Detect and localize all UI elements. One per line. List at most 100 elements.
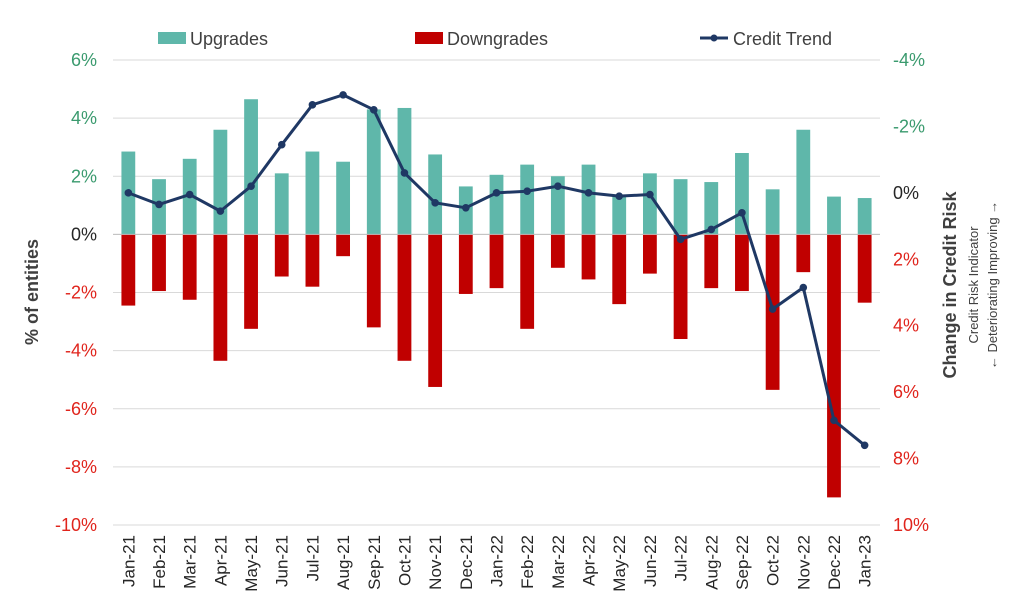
bar-upgrades bbox=[428, 154, 443, 235]
credit-trend-point bbox=[860, 441, 869, 450]
bar-downgrades bbox=[857, 234, 872, 303]
x-tick-label: Jan-21 bbox=[119, 535, 138, 587]
x-tick-label: Oct-22 bbox=[764, 535, 783, 586]
bar-downgrades bbox=[366, 234, 381, 328]
credit-trend-point bbox=[247, 182, 255, 191]
bar-downgrades bbox=[612, 234, 627, 305]
bar-downgrades bbox=[428, 234, 443, 387]
bar-upgrades bbox=[612, 195, 627, 235]
credit-trend-point bbox=[830, 416, 838, 425]
bar-upgrades bbox=[213, 129, 228, 235]
bar-series bbox=[113, 99, 880, 498]
bar-upgrades bbox=[704, 182, 719, 235]
y2-tick-label: -4% bbox=[893, 50, 925, 70]
x-tick-label: Apr-21 bbox=[211, 535, 230, 586]
bar-upgrades bbox=[336, 161, 351, 235]
bar-upgrades bbox=[550, 176, 565, 235]
bar-downgrades bbox=[213, 234, 228, 361]
x-tick-label: Jan-22 bbox=[488, 535, 507, 587]
bar-upgrades bbox=[857, 198, 872, 235]
x-tick-label: Feb-22 bbox=[518, 535, 537, 589]
x-tick-label: Sep-22 bbox=[733, 535, 752, 590]
credit-trend-point bbox=[738, 208, 746, 217]
credit-trend-point bbox=[799, 283, 808, 292]
x-tick-label: Mar-22 bbox=[549, 535, 568, 589]
x-axis-ticks: Jan-21 Feb-21 Mar-21 Apr-21 May-21 Jun-21 Jul-… bbox=[119, 535, 874, 592]
x-tick-label: Jun-21 bbox=[273, 535, 292, 587]
credit-trend-point bbox=[400, 169, 409, 177]
y-tick-label: -10% bbox=[55, 515, 97, 535]
bar-upgrades bbox=[274, 173, 289, 235]
y2-tick-label: 0% bbox=[893, 183, 919, 203]
left-axis-ticks: 6% 4% 2% 0% -2% -4% -6% -8% -10% bbox=[55, 50, 97, 535]
gridlines bbox=[113, 59, 880, 526]
y2-tick-label: 6% bbox=[893, 382, 919, 402]
legend-swatch-upgrades bbox=[158, 32, 186, 44]
y2-axis-subtitle-1: Credit Risk Indicator bbox=[966, 226, 981, 344]
bar-downgrades bbox=[489, 234, 504, 289]
bar-upgrades bbox=[489, 174, 504, 235]
x-tick-label: May-21 bbox=[242, 535, 261, 592]
credit-trend-point bbox=[124, 189, 133, 197]
bar-downgrades bbox=[336, 234, 351, 257]
y-tick-label: 4% bbox=[71, 108, 97, 128]
y2-axis-subtitle-2: ← Deteriorating Improving → bbox=[985, 201, 1000, 369]
bar-upgrades bbox=[673, 179, 688, 235]
x-tick-label: Feb-21 bbox=[150, 535, 169, 589]
bar-downgrades bbox=[642, 234, 657, 274]
bar-downgrades bbox=[827, 234, 841, 498]
x-tick-label: Sep-21 bbox=[365, 535, 384, 590]
bar-upgrades bbox=[765, 189, 780, 235]
credit-trend-point bbox=[584, 189, 593, 197]
bar-downgrades bbox=[796, 234, 811, 273]
y2-tick-label: 10% bbox=[893, 515, 929, 535]
bar-upgrades bbox=[244, 99, 258, 235]
legend-label-upgrades: Upgrades bbox=[190, 29, 268, 49]
y-tick-label: 0% bbox=[71, 224, 97, 244]
legend-marker-credit-trend bbox=[710, 34, 718, 42]
credit-trend-point bbox=[554, 182, 562, 191]
bar-downgrades bbox=[735, 234, 749, 292]
y-tick-label: -6% bbox=[65, 399, 97, 419]
bar-downgrades bbox=[397, 234, 412, 361]
credit-trend-point bbox=[523, 187, 531, 195]
y-tick-label: -4% bbox=[65, 341, 97, 361]
bar-downgrades bbox=[152, 234, 166, 292]
x-tick-label: Nov-22 bbox=[794, 535, 813, 590]
credit-trend-point bbox=[492, 189, 501, 197]
credit-trend-point bbox=[462, 204, 470, 212]
x-tick-label: Oct-21 bbox=[395, 535, 414, 586]
credit-trend-point bbox=[676, 235, 685, 244]
credit-trend-point bbox=[155, 200, 163, 209]
y2-tick-label: 4% bbox=[893, 316, 919, 336]
credit-trend-point bbox=[646, 190, 654, 199]
y2-tick-label: 2% bbox=[893, 249, 919, 269]
x-tick-label: May-22 bbox=[610, 535, 629, 592]
bar-upgrades bbox=[366, 109, 381, 235]
x-tick-label: Aug-21 bbox=[334, 535, 353, 590]
bar-upgrades bbox=[642, 173, 657, 235]
y-tick-label: 6% bbox=[71, 50, 97, 70]
bar-downgrades bbox=[305, 234, 320, 287]
legend-label-downgrades: Downgrades bbox=[447, 29, 548, 49]
bar-upgrades bbox=[305, 151, 320, 235]
y-tick-label: -8% bbox=[65, 457, 97, 477]
x-tick-label: Jul-22 bbox=[672, 535, 691, 581]
y2-tick-label: 8% bbox=[893, 449, 919, 469]
bar-upgrades bbox=[735, 153, 749, 235]
y-axis-title: % of entities bbox=[22, 239, 42, 345]
credit-trend-point bbox=[308, 101, 317, 109]
x-tick-label: Dec-21 bbox=[457, 535, 476, 590]
y-tick-label: 2% bbox=[71, 166, 97, 186]
bar-downgrades bbox=[704, 234, 719, 289]
credit-trend-point bbox=[615, 192, 624, 200]
bar-downgrades bbox=[121, 234, 136, 306]
credit-trend-point bbox=[369, 106, 378, 114]
bar-downgrades bbox=[581, 234, 596, 280]
credit-trend-point bbox=[339, 91, 347, 99]
bar-downgrades bbox=[274, 234, 289, 277]
legend: Upgrades Downgrades Credit Trend bbox=[158, 29, 832, 49]
x-tick-label: Jun-22 bbox=[641, 535, 660, 587]
legend-label-credit-trend: Credit Trend bbox=[733, 29, 832, 49]
